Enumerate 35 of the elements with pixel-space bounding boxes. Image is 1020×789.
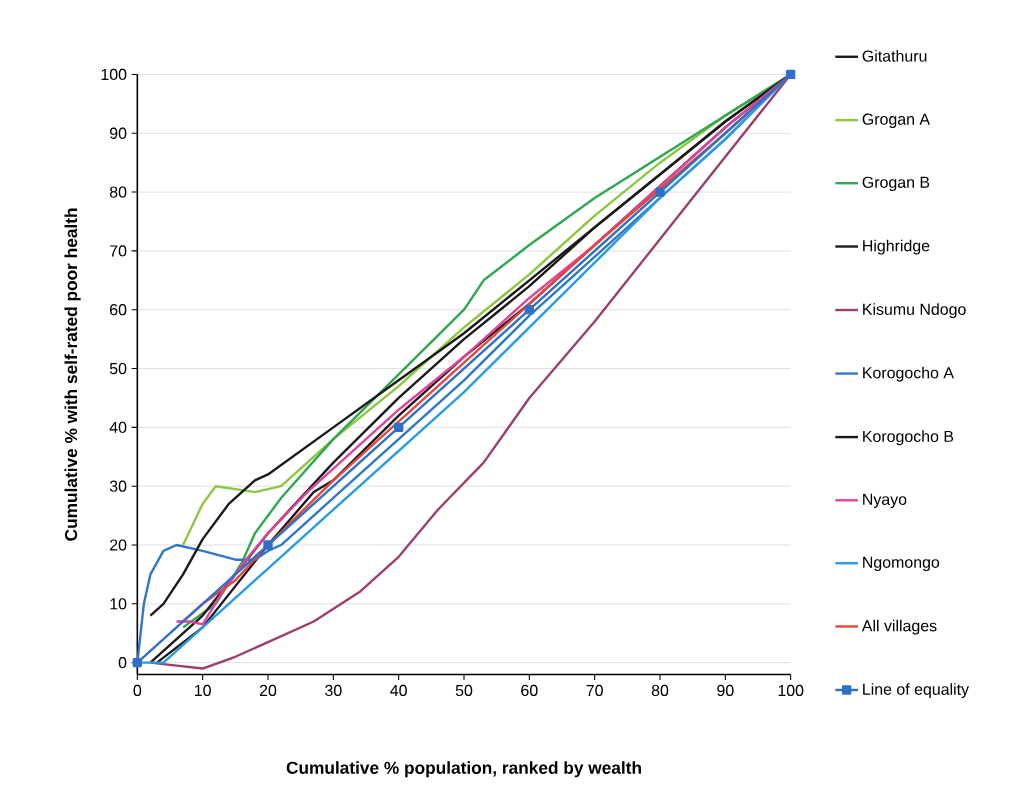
legend-label: All villages <box>861 619 937 635</box>
legend-label: Ngomongo <box>863 556 940 571</box>
x-tick-label: 90 <box>717 684 734 696</box>
x-tick-label: 10 <box>195 684 211 696</box>
y-tick-label: 10 <box>110 598 127 610</box>
y-tick-label: 60 <box>110 303 127 316</box>
legend-label: Grogan B <box>862 176 930 191</box>
legend-label: Korogocho B <box>863 430 954 446</box>
y-axis-title: Cumulative % with self-rated poor health <box>64 208 81 541</box>
x-tick-label: 30 <box>325 684 342 696</box>
y-tick-label: 40 <box>109 421 127 433</box>
x-tick-label: 100 <box>778 684 804 696</box>
legend-label: Kisumu Ndogo <box>863 303 966 318</box>
legend-label: Nyayo <box>863 493 907 508</box>
x-axis-title: Cumulative % population, ranked by wealth <box>286 761 641 778</box>
legend-label: Line of equality <box>863 683 970 698</box>
y-tick-label: 90 <box>109 127 127 139</box>
legend-label: Highridge <box>863 239 930 255</box>
y-tick-label: 30 <box>109 480 127 492</box>
y-tick-label: 100 <box>101 68 127 80</box>
legend-label: Grogan A <box>862 113 931 128</box>
legend-label: Korogocho A <box>863 366 954 382</box>
x-tick-label: 60 <box>521 684 538 696</box>
x-tick-label: 0 <box>133 684 142 696</box>
x-tick-label: 50 <box>455 684 473 696</box>
y-tick-label: 50 <box>109 362 127 375</box>
x-tick-label: 70 <box>586 684 603 696</box>
legend-label: Gitathuru <box>862 49 927 62</box>
y-tick-label: 80 <box>109 186 127 198</box>
y-tick-label: 20 <box>110 539 127 551</box>
y-tick-label: 0 <box>118 656 127 669</box>
y-tick-label: 70 <box>110 245 127 257</box>
x-tick-label: 20 <box>259 684 277 696</box>
x-tick-label: 80 <box>651 684 669 696</box>
x-tick-label: 40 <box>390 684 407 696</box>
